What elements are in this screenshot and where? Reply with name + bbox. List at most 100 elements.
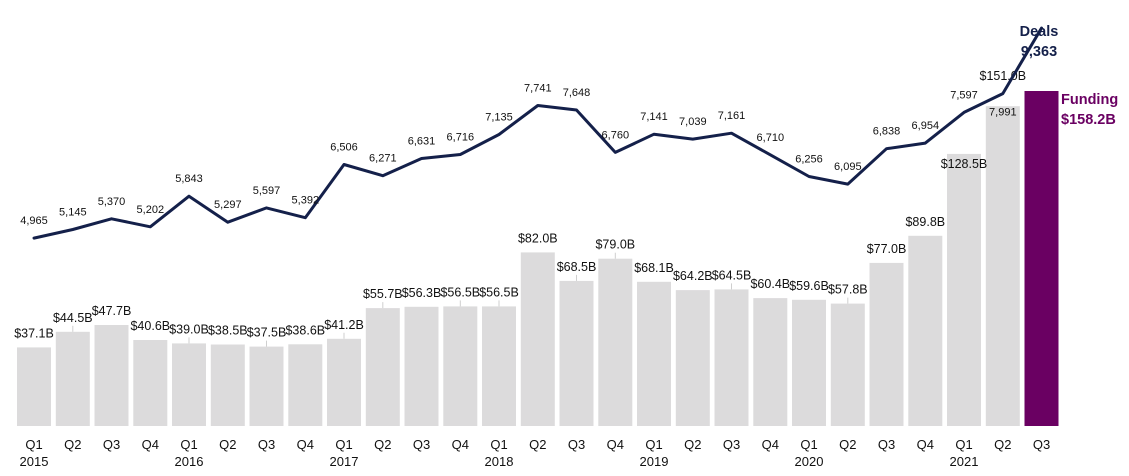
funding-bar-label: $38.6B [285,323,325,337]
deals-point-label: 4,965 [20,215,48,227]
x-tick-quarter: Q2 [529,437,546,452]
deals-point-label: 5,843 [175,173,203,185]
x-tick-quarter: Q3 [1033,437,1050,452]
x-tick-quarter: Q1 [180,437,197,452]
deals-point-label: 5,370 [98,196,126,208]
deals-point-labels: 4,965 5,145 5,370 5,202 5,843 5,297 5,597 5,392… [20,83,1016,228]
funding-bar-label: $39.0B [169,322,209,336]
funding-bar [17,347,51,426]
x-tick-quarter: Q2 [684,437,701,452]
funding-bar [598,258,633,426]
x-tick-quarter: Q1 [800,437,817,452]
funding-bar-label: $77.0B [867,242,907,256]
x-tick-year: 2016 [175,454,204,469]
deals-point-label: 6,271 [369,153,397,165]
funding-bar [172,343,206,426]
deals-point-label: 7,741 [524,83,552,95]
funding-bar-label: $44.5B [53,311,93,325]
funding-bar-label: $57.8B [828,283,868,297]
funding-bar [94,325,129,426]
funding-bar [869,262,904,426]
funding-bar-label: $60.4B [750,277,790,291]
x-tick-quarter: Q3 [723,437,740,452]
deals-point-label: 6,760 [602,129,630,141]
x-tick-quarter: Q2 [219,437,236,452]
x-tick-quarter: Q1 [25,437,42,452]
x-tick-quarter: Q1 [490,437,507,452]
funding-bar-label: $64.5B [712,268,752,282]
deals-point-label: 7,039 [679,116,707,128]
deals-point-label: 7,161 [718,110,746,122]
x-tick-year: 2015 [20,454,49,469]
x-tick-quarter: Q2 [374,437,391,452]
deals-point-label: 5,297 [214,199,242,211]
funding-bar [520,252,555,426]
funding-bars [17,91,1059,426]
funding-bar-label: $56.5B [440,285,480,299]
funding-bar [482,306,516,426]
funding-bar [210,344,245,426]
funding-bar-label: $79.0B [595,238,635,252]
funding-bar-label: $37.5B [247,326,287,340]
deals-point-label: 6,716 [447,132,475,144]
funding-bar-label: $56.5B [479,285,519,299]
deals-point-label: 6,631 [408,136,436,148]
x-tick-year: 2020 [795,454,824,469]
funding-bar-label: $82.0B [518,231,558,245]
deals-point-label: 7,597 [950,89,978,101]
x-tick-year: 2021 [950,454,979,469]
x-tick-quarter: Q3 [878,437,895,452]
funding-bar-label: $89.8B [905,215,945,229]
x-tick-quarter: Q4 [297,437,314,452]
deals-line-group [32,26,1043,240]
funding-last-value: $158.2B [1061,112,1116,128]
funding-bar [947,153,981,426]
x-tick-quarter: Q4 [452,437,469,452]
funding-bar-label: $47.7B [92,304,132,318]
x-tick-quarter: Q1 [955,437,972,452]
funding-bar [830,303,865,426]
funding-bar [985,106,1020,426]
deals-point-label: 5,145 [59,207,87,219]
funding-bar [559,280,594,426]
funding-bar-label: $128.5B [941,157,988,171]
funding-bar [327,338,361,426]
funding-bar [1024,91,1059,426]
funding-bar [675,290,710,426]
funding-bar-label: $55.7B [363,287,403,301]
x-tick-year: 2018 [485,454,514,469]
x-tick-quarter: Q1 [645,437,662,452]
deals-point-label: 6,095 [834,161,862,173]
series-callouts: Deals 9,363 Funding $158.2B [1020,24,1119,128]
x-tick-quarter: Q3 [258,437,275,452]
funding-bar-label: $59.6B [789,279,829,293]
funding-bar [792,299,826,426]
funding-bar [249,346,284,426]
funding-bar-label: $37.1B [14,326,54,340]
funding-title: Funding [1061,92,1118,108]
deals-title: Deals [1020,24,1059,40]
funding-bar [288,344,323,426]
deals-point-label: 5,392 [292,195,320,207]
deals-line [32,26,1043,240]
funding-bar [133,340,168,426]
deals-point-label: 6,506 [330,142,358,154]
funding-bar-label: $64.2B [673,269,713,283]
deals-point-label: 5,597 [253,185,281,197]
deals-point-label: 6,954 [912,120,940,132]
x-tick-quarter: Q2 [839,437,856,452]
x-tick-year: 2017 [330,454,359,469]
funding-bar-label: $68.5B [557,260,597,274]
deals-point-label: 5,202 [137,204,165,216]
funding-bar [365,308,400,426]
funding-bar-label: $40.6B [130,319,170,333]
x-tick-quarter: Q4 [142,437,159,452]
funding-bar [55,331,90,426]
x-tick-year: 2019 [640,454,669,469]
deals-point-label: 6,256 [795,154,823,166]
funding-bar-label: $68.1B [634,261,674,275]
funding-bar-label: $41.2B [324,318,364,332]
x-tick-quarter: Q4 [917,437,934,452]
funding-bar [908,235,943,426]
